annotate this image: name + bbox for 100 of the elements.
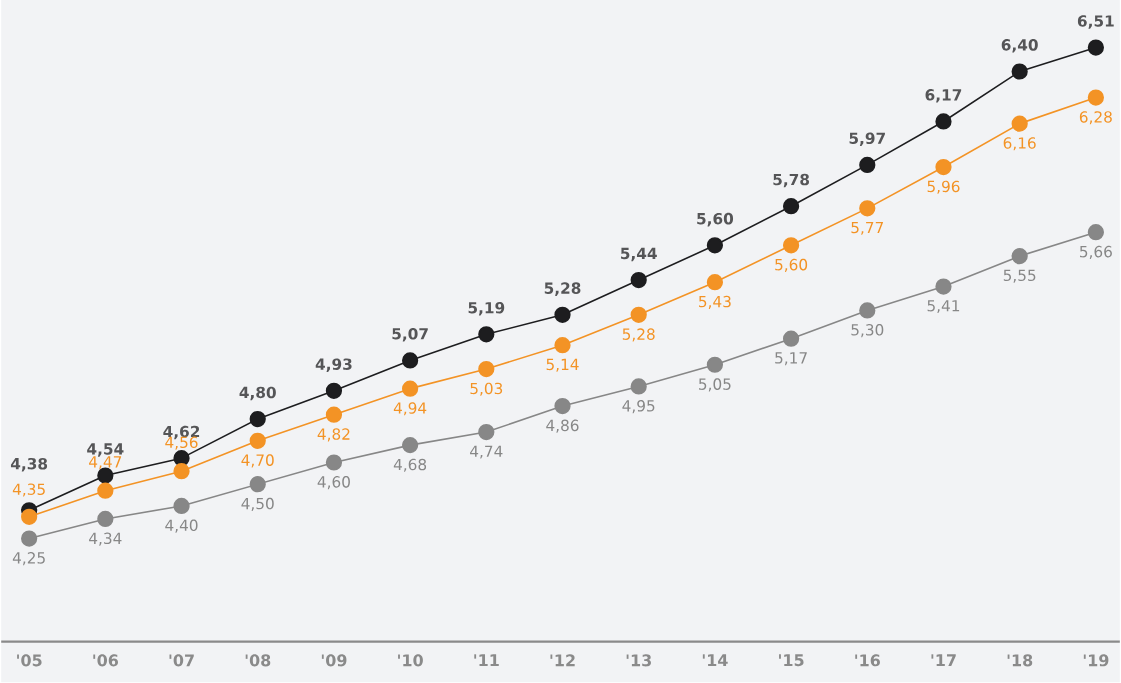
data-label: 4,70 — [241, 454, 274, 468]
data-label: 4,86 — [546, 419, 579, 433]
point — [478, 424, 495, 441]
point — [1087, 89, 1104, 106]
data-label: 4,50 — [241, 498, 274, 512]
x-tick-label: '16 — [855, 654, 880, 667]
data-label: 4,54 — [87, 443, 124, 457]
data-label: 5,43 — [699, 296, 731, 310]
x-tick-label: '09 — [321, 654, 347, 667]
point — [325, 454, 343, 471]
data-label: 4,47 — [89, 456, 122, 470]
point — [859, 157, 876, 174]
data-label: 5,03 — [470, 382, 503, 397]
data-label: 4,35 — [12, 483, 45, 497]
point — [402, 352, 419, 369]
point — [1087, 39, 1104, 56]
point — [1087, 224, 1104, 241]
point — [859, 302, 876, 319]
data-label: 5,14 — [546, 359, 579, 372]
point — [935, 278, 952, 295]
data-label: 6,51 — [1077, 15, 1114, 29]
point — [782, 330, 800, 348]
x-tick-label: '17 — [931, 654, 956, 667]
x-tick-label: '12 — [550, 654, 575, 667]
data-label: 6,17 — [925, 89, 962, 103]
point — [1011, 248, 1028, 265]
point — [1011, 115, 1028, 132]
point — [173, 498, 190, 515]
point — [1011, 63, 1028, 80]
data-label: 4,82 — [317, 428, 350, 442]
point — [478, 326, 495, 343]
x-tick-label: '05 — [17, 654, 42, 667]
point — [249, 411, 266, 428]
point — [706, 356, 724, 374]
point — [249, 476, 266, 493]
point — [782, 237, 800, 254]
data-label: 5,17 — [775, 352, 807, 366]
point — [325, 406, 343, 424]
x-tick-label: '10 — [398, 654, 423, 667]
point — [554, 337, 571, 354]
point — [630, 272, 647, 289]
data-label: 5,28 — [622, 328, 655, 342]
data-label: 5,30 — [851, 324, 884, 338]
data-label: 6,28 — [1079, 111, 1112, 125]
data-label: 5,07 — [392, 328, 428, 342]
point — [630, 306, 647, 324]
x-tick-label: '15 — [779, 654, 804, 667]
point — [21, 530, 38, 547]
point — [935, 113, 952, 130]
data-label: 4,40 — [165, 519, 198, 533]
x-tick-label: '14 — [702, 654, 728, 667]
data-label: 4,94 — [393, 402, 427, 416]
point — [97, 482, 114, 500]
data-label: 5,44 — [621, 248, 657, 262]
data-label: 5,97 — [849, 132, 885, 147]
data-label: 5,78 — [773, 173, 810, 188]
data-label: 5,19 — [468, 302, 505, 316]
data-label: 5,28 — [544, 282, 581, 297]
data-label: 4,93 — [315, 358, 352, 373]
data-label: 4,80 — [239, 386, 276, 401]
data-label: 4,68 — [393, 458, 427, 473]
data-label: 5,55 — [1003, 269, 1036, 283]
data-label: 6,16 — [1003, 137, 1036, 151]
point — [630, 378, 647, 395]
point — [402, 437, 419, 454]
point — [249, 432, 266, 450]
x-tick-label: '08 — [245, 654, 271, 667]
point — [554, 306, 571, 324]
x-tick-label: '07 — [169, 654, 194, 667]
x-tick-label: '06 — [93, 654, 119, 667]
data-label: 6,40 — [1001, 39, 1038, 53]
x-tick-label: '19 — [1083, 654, 1109, 667]
point — [706, 274, 724, 291]
data-label: 4,60 — [317, 476, 350, 490]
data-label: 5,05 — [699, 378, 731, 392]
x-tick-label: '13 — [626, 654, 651, 667]
data-label: 4,34 — [89, 532, 122, 546]
point — [935, 159, 952, 176]
data-label: 5,60 — [697, 213, 734, 227]
point — [478, 361, 495, 378]
x-tick-label: '11 — [474, 654, 499, 667]
data-label: 5,41 — [927, 300, 960, 314]
data-label: 5,60 — [775, 259, 808, 273]
data-label: 5,77 — [851, 222, 884, 236]
point — [782, 198, 800, 215]
point — [554, 398, 571, 415]
data-label: 5,96 — [927, 180, 960, 195]
point — [325, 382, 343, 400]
point — [402, 380, 419, 397]
point — [21, 508, 38, 526]
data-label: 5,66 — [1080, 246, 1112, 260]
point — [859, 200, 876, 217]
point — [706, 237, 724, 254]
point — [97, 511, 114, 528]
data-label: 4,74 — [470, 445, 503, 459]
data-label: 4,95 — [622, 400, 655, 414]
data-label: 4,38 — [10, 458, 48, 472]
data-label: 4,25 — [12, 552, 45, 566]
point — [173, 463, 190, 480]
x-tick-label: '18 — [1007, 654, 1033, 667]
